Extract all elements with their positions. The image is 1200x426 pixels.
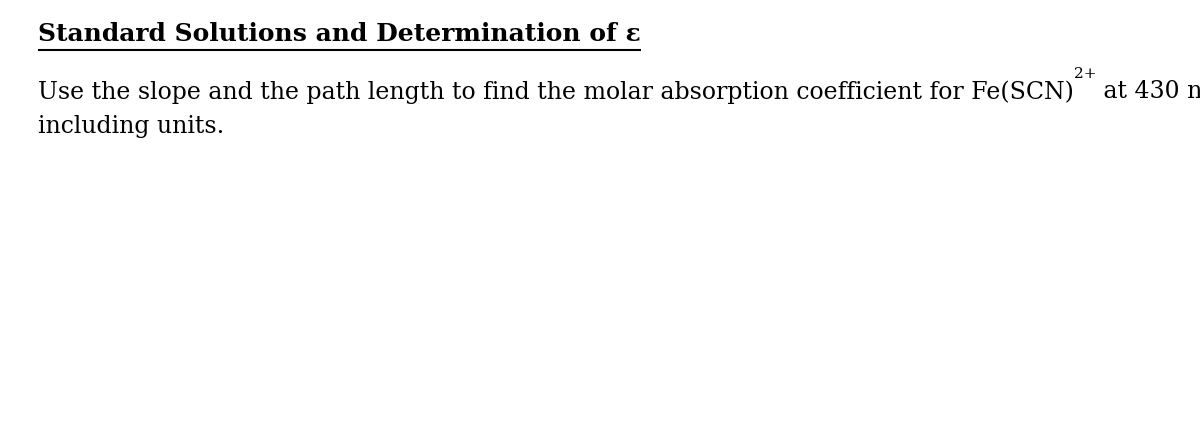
Text: Use the slope and the path length to find the molar absorption coefficient for F: Use the slope and the path length to fin… bbox=[38, 80, 1074, 104]
Text: at 430 nm,: at 430 nm, bbox=[1097, 80, 1200, 103]
Text: including units.: including units. bbox=[38, 115, 224, 138]
Text: Standard Solutions and Determination of ε: Standard Solutions and Determination of … bbox=[38, 22, 641, 46]
Text: 2+: 2+ bbox=[1074, 67, 1097, 81]
